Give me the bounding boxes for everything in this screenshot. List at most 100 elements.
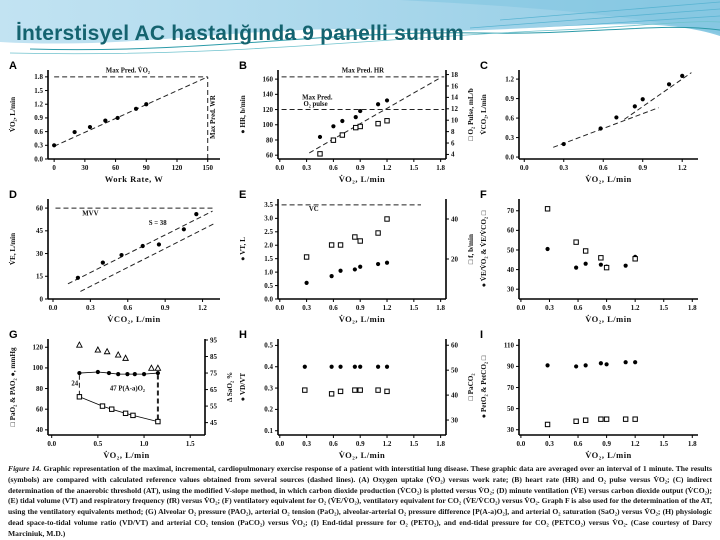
- svg-text:Max Pred. V̇O₂: Max Pred. V̇O₂: [106, 68, 150, 75]
- panel-a: 0 30 60 90 120 150 0.0 0.3 0.6 0.9 1.2 1.5 1.8 Work R…: [6, 57, 236, 186]
- svg-text:1.5: 1.5: [659, 440, 668, 448]
- panel-f: 0.0 0.3 0.6 0.9 1.2 1.5 1.8 30 40 50 60 70 V̇O₂, L/m…: [477, 186, 714, 326]
- svg-text:55: 55: [210, 402, 218, 410]
- svg-text:0.5: 0.5: [264, 342, 273, 350]
- svg-text:100: 100: [263, 121, 274, 129]
- svg-text:0.9: 0.9: [602, 304, 611, 312]
- svg-text:A: A: [9, 60, 17, 72]
- svg-text:F: F: [480, 189, 487, 201]
- svg-text:6: 6: [451, 139, 455, 147]
- svg-text:Work Rate, W: Work Rate, W: [105, 174, 164, 184]
- svg-text:● VT, L: ● VT, L: [239, 237, 247, 261]
- panel-d-chart: 0.0 0.3 0.6 0.9 1.2 0 15 30 45 60 V̇CO₂, L/min V̇E,…: [7, 189, 220, 324]
- svg-text:V̇O₂, L/min: V̇O₂, L/min: [339, 450, 386, 460]
- svg-text:1.5: 1.5: [409, 304, 418, 312]
- svg-text:V̇E, L/min: V̇E, L/min: [7, 233, 17, 265]
- svg-text:70: 70: [507, 207, 515, 215]
- header-wave-teal-line-2: [9, 21, 720, 55]
- svg-text:1.2: 1.2: [383, 440, 392, 448]
- svg-text:1.5: 1.5: [409, 440, 418, 448]
- svg-text:0.9: 0.9: [638, 164, 647, 172]
- svg-text:0.3: 0.3: [302, 164, 311, 172]
- svg-text:Max Pred. WR: Max Pred. WR: [210, 95, 217, 139]
- panel-b: 0.0 0.3 0.6 0.9 1.2 1.5 1.8 60 80 100 120 140 160 4 6 8…: [236, 57, 477, 186]
- svg-text:□ PaO₂ & PAO₂ ●, mmHg: □ PaO₂ & PAO₂ ●, mmHg: [9, 347, 17, 427]
- figure-caption-text: Graphic representation of the maximal, i…: [8, 464, 712, 538]
- svg-text:1.8: 1.8: [436, 304, 445, 312]
- svg-text:0.9: 0.9: [161, 304, 170, 312]
- svg-text:Max Pred.: Max Pred.: [302, 95, 333, 102]
- svg-text:1.0: 1.0: [140, 440, 149, 448]
- svg-text:0.9: 0.9: [356, 164, 365, 172]
- nine-panel-figure: 0 30 60 90 120 150 0.0 0.3 0.6 0.9 1.2 1.5 1.8 Work R…: [6, 57, 714, 462]
- svg-text:0.6: 0.6: [34, 128, 43, 136]
- svg-text:0.9: 0.9: [356, 304, 365, 312]
- svg-text:30: 30: [81, 164, 89, 172]
- slide-header: İnterstisyel AC hastalığında 9 panelli s…: [0, 0, 720, 58]
- svg-text:30: 30: [36, 250, 44, 258]
- svg-text:0.9: 0.9: [505, 95, 514, 103]
- svg-text:0: 0: [52, 164, 56, 172]
- svg-text:0.0: 0.0: [47, 440, 56, 448]
- svg-text:0.6: 0.6: [329, 304, 338, 312]
- svg-text:1.8: 1.8: [688, 440, 697, 448]
- svg-text:30: 30: [507, 285, 515, 293]
- svg-text:30: 30: [451, 416, 459, 424]
- svg-text:0.0: 0.0: [520, 164, 529, 172]
- svg-text:45: 45: [210, 419, 218, 427]
- svg-text:60: 60: [507, 227, 515, 235]
- svg-text:60: 60: [112, 164, 120, 172]
- svg-text:0.6: 0.6: [574, 440, 583, 448]
- svg-text:4: 4: [451, 151, 455, 159]
- svg-text:VC: VC: [309, 206, 319, 213]
- svg-text:1.2: 1.2: [678, 164, 687, 172]
- svg-text:45: 45: [36, 227, 44, 235]
- svg-text:50: 50: [507, 246, 515, 254]
- svg-text:0.3: 0.3: [86, 304, 95, 312]
- svg-text:40: 40: [451, 215, 459, 223]
- svg-text:50: 50: [451, 366, 459, 374]
- figure-caption-label: Figure 14.: [8, 464, 42, 473]
- svg-text:0.3: 0.3: [264, 384, 273, 392]
- panel-h-chart: 0.0 0.3 0.6 0.9 1.2 1.5 1.8 0.1 0.2 0.3 0.4 0.5 30 40…: [239, 329, 475, 460]
- svg-text:80: 80: [266, 136, 274, 144]
- svg-text:0.5: 0.5: [264, 282, 273, 290]
- svg-text:0.0: 0.0: [49, 304, 58, 312]
- svg-text:I: I: [480, 329, 483, 341]
- svg-text:40: 40: [36, 426, 44, 434]
- svg-text:V̇O₂, L/min: V̇O₂, L/min: [585, 450, 632, 460]
- svg-text:0.0: 0.0: [517, 304, 526, 312]
- svg-text:90: 90: [143, 164, 151, 172]
- svg-text:O₂ pulse: O₂ pulse: [303, 101, 327, 108]
- svg-text:0: 0: [40, 295, 44, 303]
- svg-text:E: E: [239, 189, 246, 201]
- svg-text:1.2: 1.2: [34, 101, 43, 109]
- svg-text:65: 65: [210, 386, 218, 394]
- svg-text:0.9: 0.9: [602, 440, 611, 448]
- figure-caption: Figure 14. Graphic representation of the…: [8, 464, 712, 539]
- svg-text:0.0: 0.0: [275, 164, 284, 172]
- svg-text:12: 12: [451, 105, 459, 113]
- svg-text:MVV: MVV: [82, 211, 98, 218]
- svg-text:0.2: 0.2: [264, 406, 273, 414]
- svg-text:1.5: 1.5: [409, 164, 418, 172]
- svg-text:50: 50: [507, 405, 515, 413]
- svg-text:0.0: 0.0: [517, 440, 526, 448]
- panel-e-chart: 0.0 0.3 0.6 0.9 1.2 1.5 1.8 0.0 0.5 1.0 1.5 2.0 2.5 3…: [239, 189, 475, 324]
- svg-text:□ f, b/min: □ f, b/min: [467, 234, 475, 264]
- header-wave-graphic: [0, 0, 720, 58]
- panel-d: 0.0 0.3 0.6 0.9 1.2 0 15 30 45 60 V̇CO₂, L/min V̇E,…: [6, 186, 236, 326]
- svg-text:60: 60: [451, 342, 459, 350]
- svg-text:40: 40: [451, 391, 459, 399]
- panel-a-chart: 0 30 60 90 120 150 0.0 0.3 0.6 0.9 1.2 1.5 1.8 Work R…: [7, 60, 220, 184]
- svg-text:0.4: 0.4: [264, 363, 273, 371]
- svg-text:1.5: 1.5: [186, 440, 195, 448]
- svg-text:3.5: 3.5: [264, 201, 273, 209]
- svg-text:0.3: 0.3: [302, 440, 311, 448]
- header-wave-teal-line: [29, 26, 720, 51]
- svg-text:80: 80: [36, 385, 44, 393]
- svg-text:0.3: 0.3: [559, 164, 568, 172]
- svg-text:160: 160: [263, 75, 274, 83]
- svg-text:D: D: [9, 189, 17, 201]
- svg-text:1.8: 1.8: [688, 304, 697, 312]
